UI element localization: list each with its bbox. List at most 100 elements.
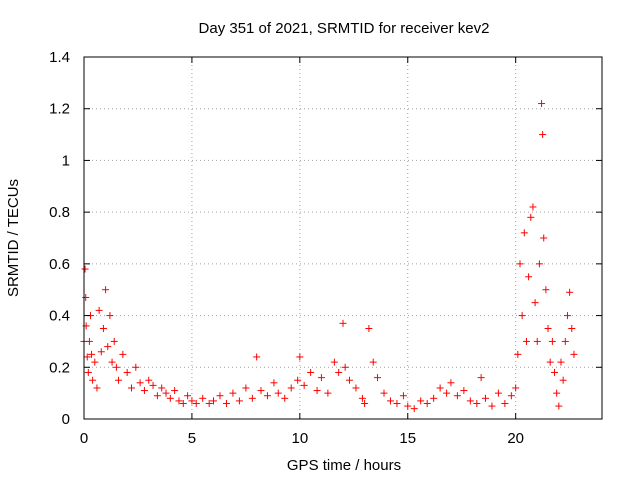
data-point [512, 384, 520, 392]
data-point [546, 358, 554, 366]
plot-frame [83, 56, 603, 420]
data-point [166, 394, 174, 402]
data-point [216, 392, 224, 400]
data-point [253, 353, 261, 361]
data-point [294, 376, 302, 384]
data-point [99, 325, 107, 332]
data-point [127, 384, 135, 392]
data-point [514, 350, 522, 358]
data-point [324, 389, 332, 397]
data-point [494, 389, 502, 397]
data-point [544, 325, 552, 332]
data-point [95, 306, 103, 314]
y-tick-label: 1.2 [49, 101, 70, 118]
data-point [341, 363, 349, 371]
data-point [501, 399, 509, 407]
data-point [423, 399, 431, 407]
data-point [481, 394, 489, 402]
data-point [263, 392, 271, 400]
data-point [430, 394, 438, 402]
x-tick-labels: 0 5 10 15 20 [80, 430, 524, 447]
data-point [568, 325, 576, 332]
data-point [453, 392, 461, 400]
data-point [248, 394, 256, 402]
data-points [80, 100, 578, 413]
data-point [374, 374, 382, 382]
data-point [184, 392, 192, 400]
data-point [149, 381, 157, 389]
data-point [257, 387, 265, 395]
data-point [205, 399, 213, 407]
y-tick-label: 0 [62, 411, 70, 428]
y-tick-label: 1.4 [49, 49, 70, 66]
data-point [553, 389, 561, 397]
data-point [222, 399, 230, 407]
grid [84, 57, 602, 419]
data-point [97, 348, 105, 356]
data-point [520, 229, 528, 237]
data-point [153, 392, 161, 400]
data-point [335, 368, 343, 376]
data-point [136, 379, 144, 387]
data-point [102, 286, 110, 294]
x-tick-label: 10 [291, 430, 308, 447]
data-point [386, 397, 394, 405]
data-point [570, 350, 578, 358]
data-point [548, 337, 556, 345]
data-point [477, 374, 485, 382]
data-point [235, 397, 243, 405]
data-point [399, 392, 407, 400]
data-point [443, 389, 451, 397]
data-point [529, 203, 537, 211]
data-point [559, 376, 567, 384]
data-point [352, 384, 360, 392]
data-point [393, 399, 401, 407]
data-point [89, 376, 97, 384]
data-point [466, 397, 474, 405]
data-point [179, 399, 187, 407]
y-tick-label: 0.4 [49, 308, 70, 325]
data-point [171, 387, 179, 395]
data-point [210, 397, 217, 405]
data-point [82, 293, 90, 301]
data-point [380, 389, 388, 397]
data-point [555, 402, 563, 410]
data-point [300, 381, 308, 389]
data-point [110, 337, 118, 345]
data-point [162, 389, 170, 397]
data-point [365, 325, 373, 332]
x-axis-label: GPS time / hours [287, 457, 401, 474]
data-point [488, 402, 496, 410]
data-point [123, 368, 131, 376]
data-point [132, 363, 140, 371]
data-point [540, 234, 548, 242]
data-point [91, 358, 99, 366]
data-point [106, 312, 114, 320]
y-tick-label: 0.8 [49, 204, 70, 221]
y-tick-label: 0.6 [49, 256, 70, 273]
x-tick-label: 15 [399, 430, 416, 447]
data-point [516, 260, 524, 268]
data-point [417, 397, 425, 405]
data-point [507, 392, 515, 400]
data-point [274, 389, 282, 397]
data-point [313, 387, 321, 395]
data-point [175, 397, 183, 405]
data-point [563, 312, 571, 320]
data-point [522, 337, 530, 345]
data-point [339, 319, 347, 327]
data-point [369, 358, 377, 366]
data-point [361, 399, 369, 407]
data-point [229, 389, 237, 397]
data-point [473, 399, 481, 407]
data-point [460, 387, 468, 395]
x-tick-label: 0 [80, 430, 88, 447]
data-point [317, 374, 325, 382]
data-point [88, 350, 96, 358]
data-point [535, 260, 543, 268]
data-point [119, 350, 127, 358]
data-point [410, 405, 418, 413]
data-point [531, 299, 539, 307]
data-point [115, 376, 123, 384]
